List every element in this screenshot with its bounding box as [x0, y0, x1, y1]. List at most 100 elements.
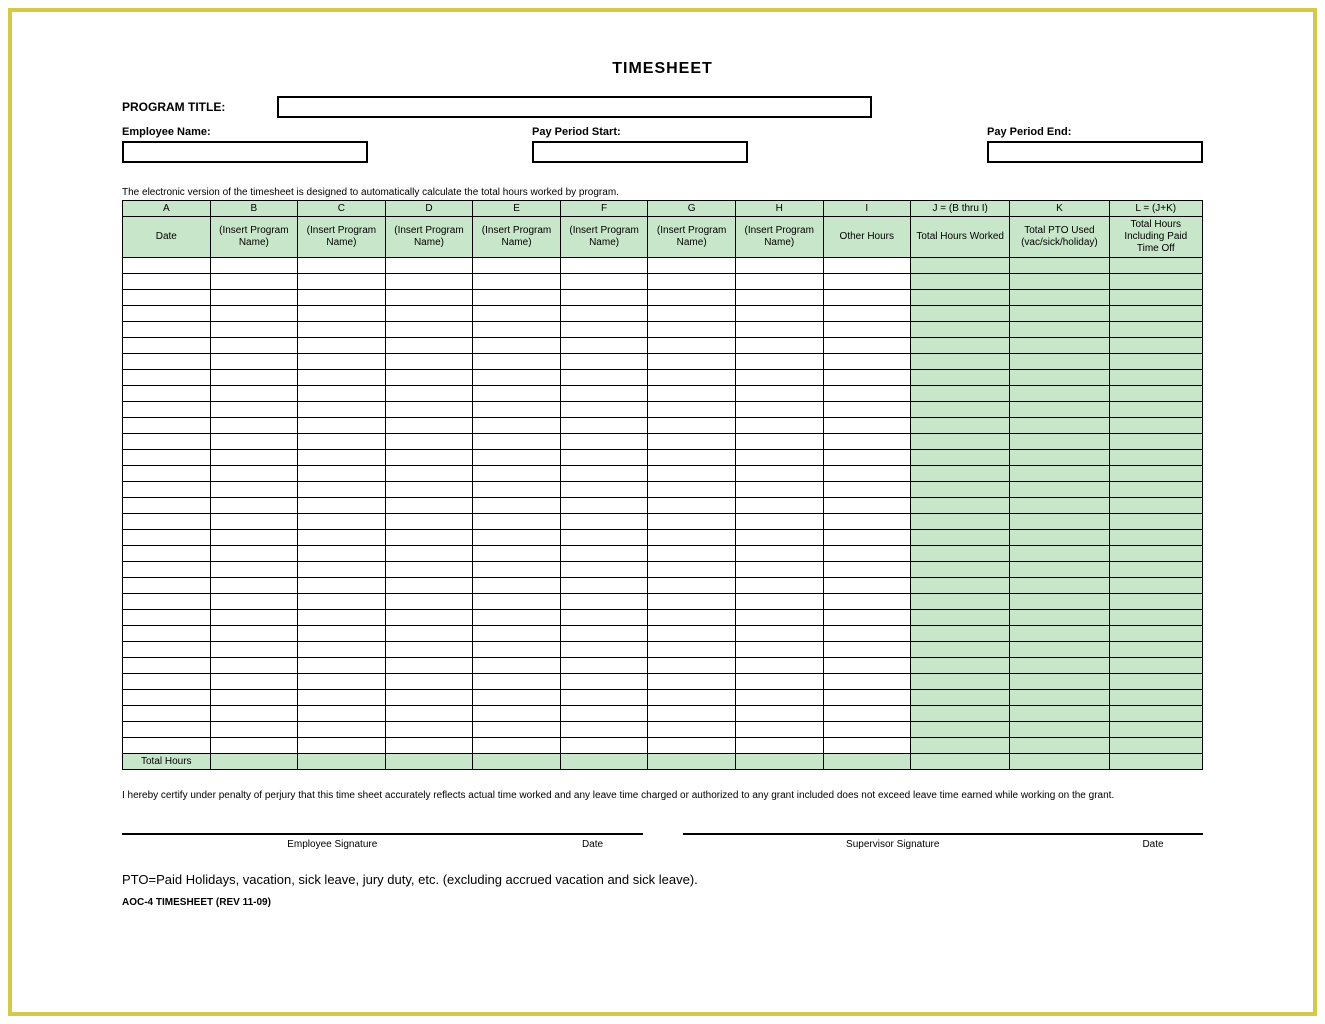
table-cell[interactable] [473, 386, 561, 402]
table-cell[interactable] [123, 498, 211, 514]
table-cell[interactable] [1109, 418, 1202, 434]
table-cell[interactable] [560, 306, 648, 322]
table-cell[interactable] [473, 466, 561, 482]
table-cell[interactable] [735, 578, 823, 594]
table-cell[interactable] [123, 402, 211, 418]
table-cell[interactable] [823, 306, 911, 322]
table-cell[interactable] [911, 530, 1010, 546]
table-cell[interactable] [123, 738, 211, 754]
table-cell[interactable] [560, 274, 648, 290]
table-cell[interactable] [210, 706, 298, 722]
table-cell[interactable] [823, 626, 911, 642]
table-cell[interactable] [911, 274, 1010, 290]
table-cell[interactable] [1109, 274, 1202, 290]
table-cell[interactable] [648, 466, 736, 482]
table-cell[interactable] [560, 386, 648, 402]
table-cell[interactable] [735, 722, 823, 738]
table-cell[interactable] [1109, 642, 1202, 658]
pay-end-input[interactable] [987, 141, 1203, 163]
table-cell[interactable] [123, 386, 211, 402]
table-cell[interactable] [385, 338, 473, 354]
table-cell[interactable] [1109, 306, 1202, 322]
table-cell[interactable] [911, 546, 1010, 562]
table-cell[interactable] [735, 354, 823, 370]
table-cell[interactable] [473, 626, 561, 642]
table-cell[interactable] [911, 642, 1010, 658]
table-cell[interactable] [560, 322, 648, 338]
table-cell[interactable] [385, 498, 473, 514]
table-cell[interactable] [210, 418, 298, 434]
table-cell[interactable] [1010, 642, 1109, 658]
table-cell[interactable] [560, 642, 648, 658]
table-cell[interactable] [560, 434, 648, 450]
table-cell[interactable] [1010, 418, 1109, 434]
table-cell[interactable] [298, 610, 386, 626]
table-cell[interactable] [911, 482, 1010, 498]
table-cell[interactable] [735, 706, 823, 722]
table-cell[interactable] [298, 498, 386, 514]
table-cell[interactable] [210, 546, 298, 562]
table-cell[interactable] [473, 450, 561, 466]
table-cell[interactable] [385, 274, 473, 290]
table-cell[interactable] [1010, 306, 1109, 322]
table-cell[interactable] [648, 674, 736, 690]
table-cell[interactable] [385, 514, 473, 530]
table-cell[interactable] [648, 306, 736, 322]
table-cell[interactable] [648, 482, 736, 498]
table-cell[interactable] [123, 594, 211, 610]
table-cell[interactable] [473, 530, 561, 546]
table-cell[interactable] [473, 706, 561, 722]
table-cell[interactable] [911, 706, 1010, 722]
table-cell[interactable] [385, 706, 473, 722]
table-cell[interactable] [648, 450, 736, 466]
table-cell[interactable] [823, 274, 911, 290]
table-cell[interactable] [560, 578, 648, 594]
table-cell[interactable] [911, 402, 1010, 418]
table-cell[interactable] [911, 370, 1010, 386]
table-cell[interactable] [1109, 450, 1202, 466]
table-cell[interactable] [648, 402, 736, 418]
table-cell[interactable] [560, 562, 648, 578]
table-cell[interactable] [473, 578, 561, 594]
table-cell[interactable] [648, 514, 736, 530]
table-cell[interactable] [385, 370, 473, 386]
table-cell[interactable] [648, 658, 736, 674]
table-cell[interactable] [735, 498, 823, 514]
table-cell[interactable] [210, 498, 298, 514]
table-cell[interactable] [823, 450, 911, 466]
table-cell[interactable] [911, 674, 1010, 690]
table-cell[interactable] [210, 482, 298, 498]
table-cell[interactable] [298, 418, 386, 434]
table-cell[interactable] [123, 514, 211, 530]
table-cell[interactable] [210, 450, 298, 466]
table-cell[interactable] [298, 514, 386, 530]
table-cell[interactable] [911, 354, 1010, 370]
table-cell[interactable] [1109, 530, 1202, 546]
table-cell[interactable] [210, 530, 298, 546]
table-cell[interactable] [823, 706, 911, 722]
table-cell[interactable] [385, 482, 473, 498]
table-cell[interactable] [1109, 706, 1202, 722]
table-cell[interactable] [911, 498, 1010, 514]
table-cell[interactable] [735, 738, 823, 754]
table-cell[interactable] [823, 738, 911, 754]
table-cell[interactable] [823, 418, 911, 434]
table-cell[interactable] [648, 322, 736, 338]
table-cell[interactable] [823, 594, 911, 610]
table-cell[interactable] [648, 642, 736, 658]
table-cell[interactable] [123, 674, 211, 690]
table-cell[interactable] [1109, 322, 1202, 338]
table-cell[interactable] [823, 498, 911, 514]
table-cell[interactable] [298, 578, 386, 594]
table-cell[interactable] [210, 402, 298, 418]
table-cell[interactable] [735, 290, 823, 306]
table-cell[interactable] [648, 610, 736, 626]
table-cell[interactable] [298, 626, 386, 642]
table-cell[interactable] [823, 402, 911, 418]
table-cell[interactable] [1010, 434, 1109, 450]
table-cell[interactable] [560, 674, 648, 690]
table-cell[interactable] [911, 338, 1010, 354]
table-cell[interactable] [1109, 546, 1202, 562]
table-cell[interactable] [1010, 594, 1109, 610]
table-cell[interactable] [1010, 578, 1109, 594]
